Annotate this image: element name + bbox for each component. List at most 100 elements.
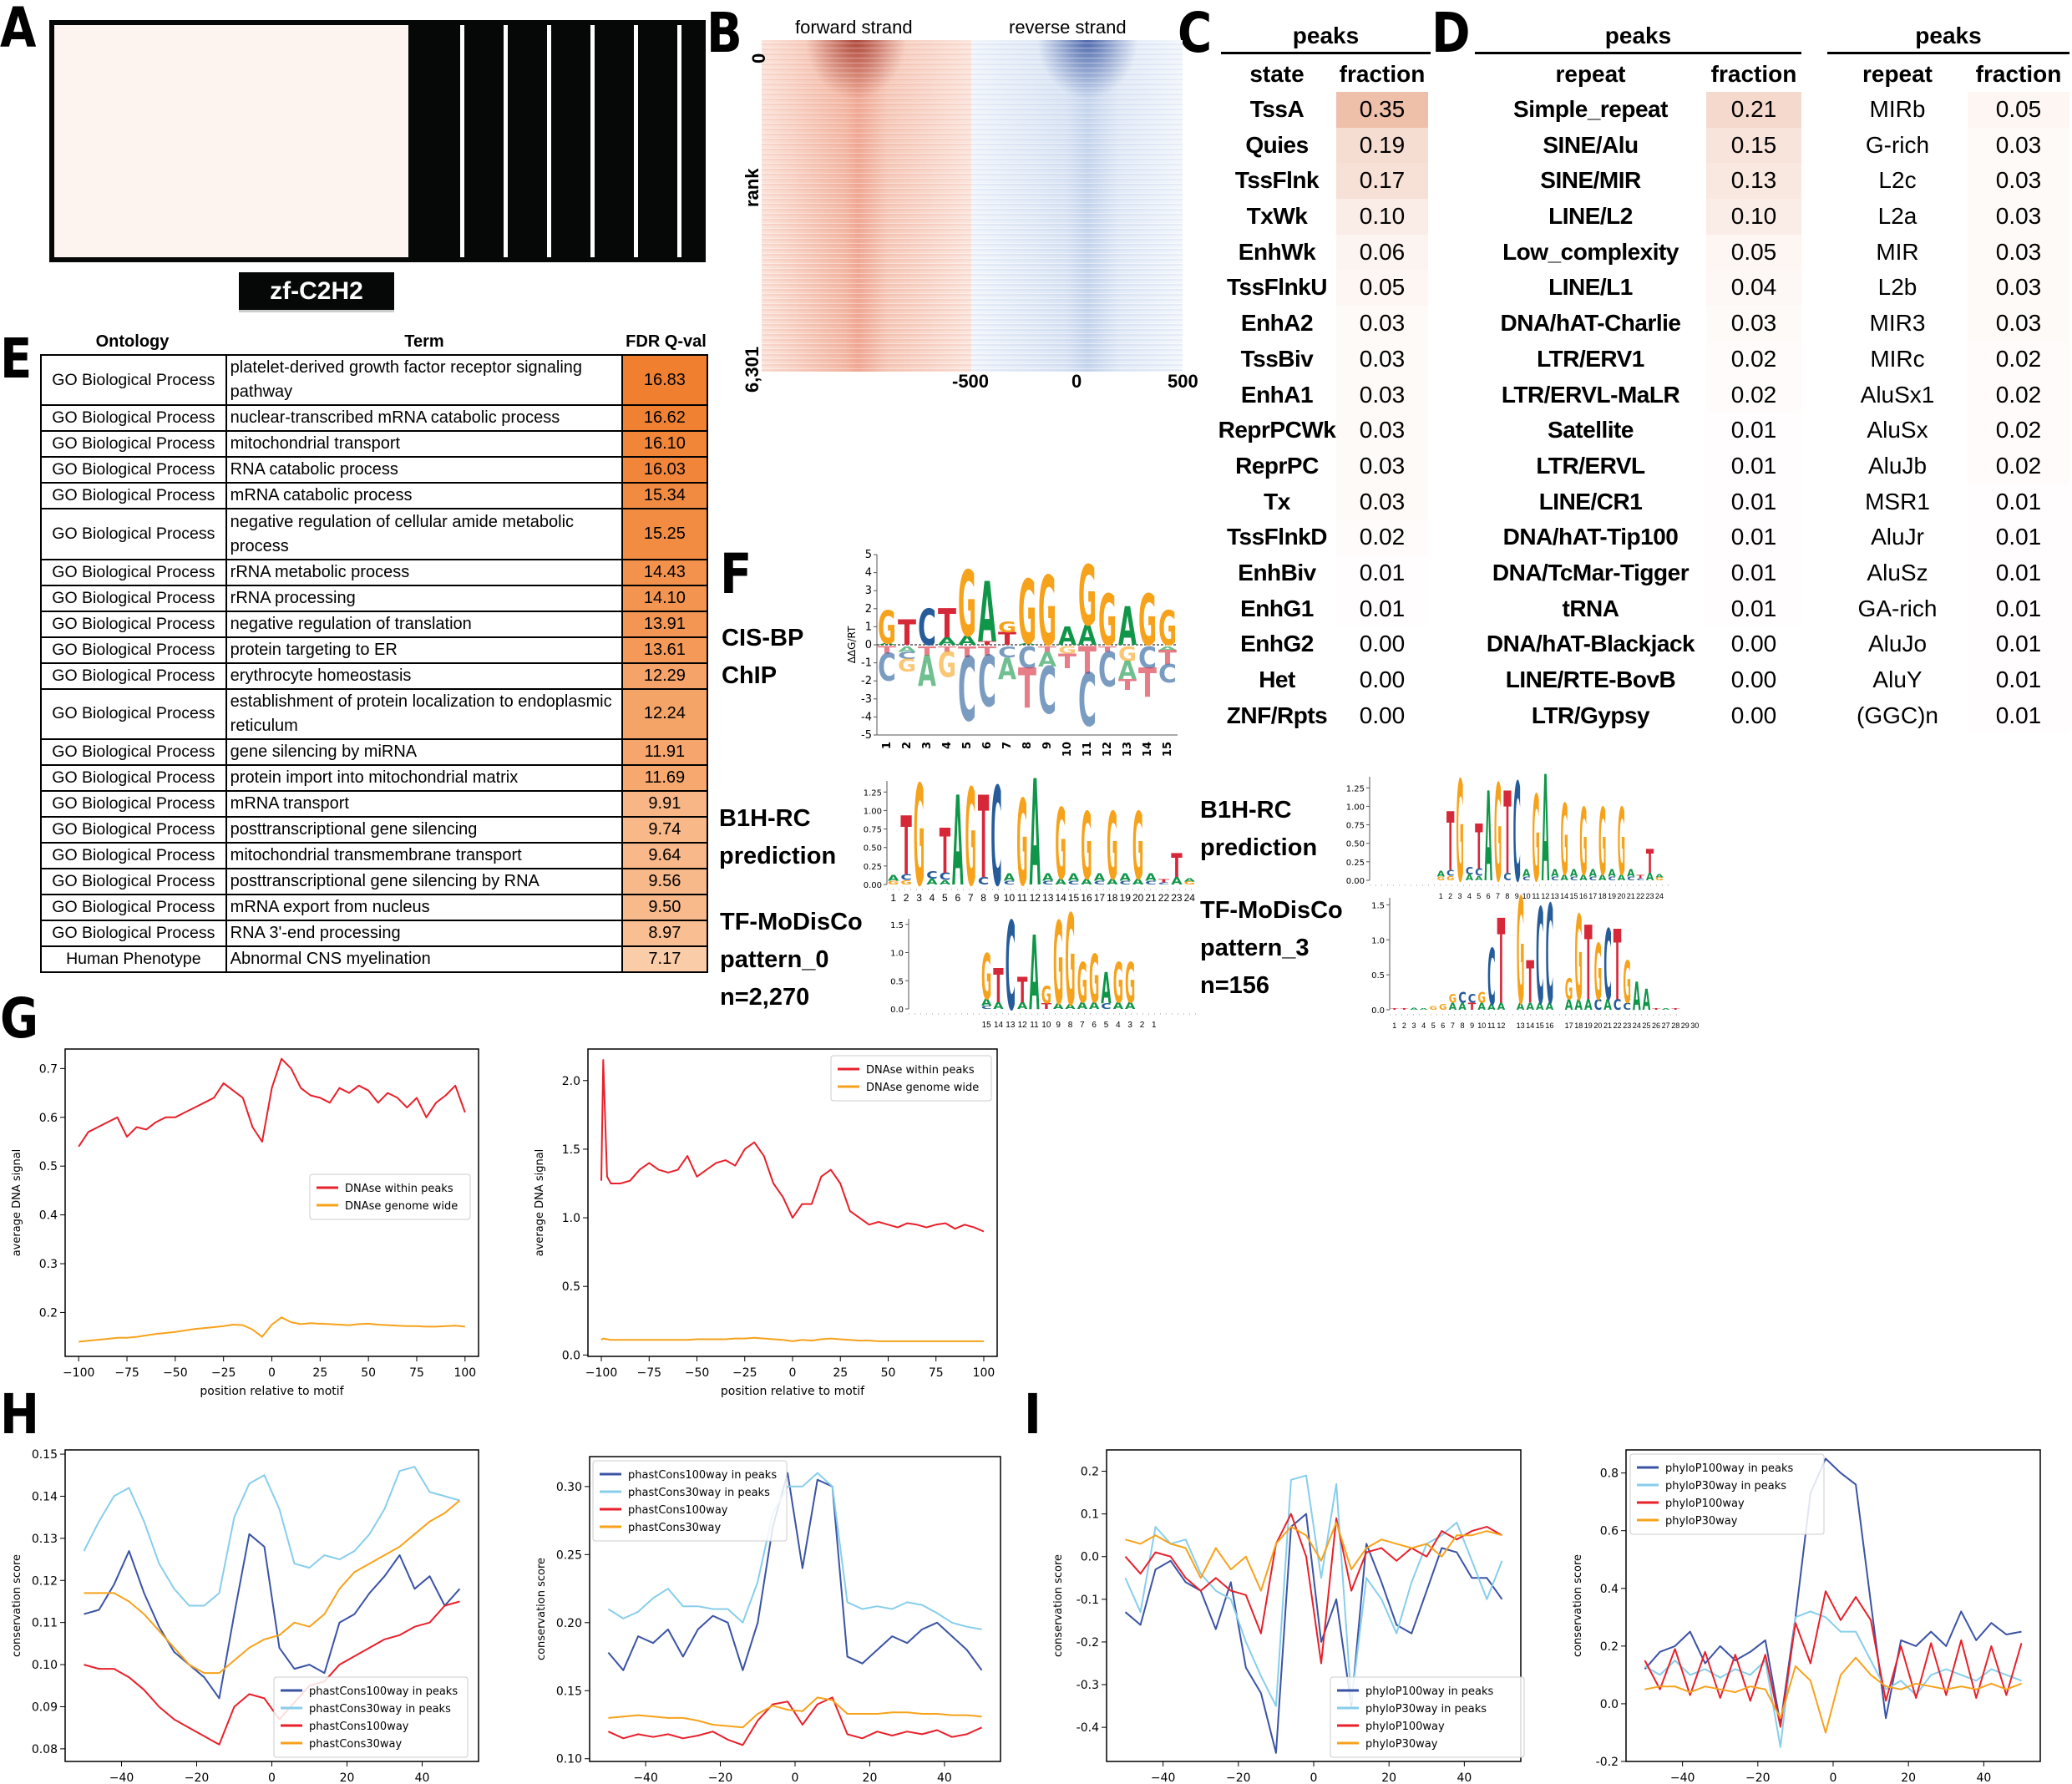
logo-letter: C	[1570, 875, 1578, 881]
logo-letter: T	[1446, 796, 1454, 889]
x-tick-label: 25	[1642, 1021, 1650, 1030]
x-tick-label: 9	[1470, 1021, 1474, 1030]
legend: phyloP100way in peaks phyloP30way in peak…	[1629, 1453, 1825, 1535]
x-tick-label: 1	[881, 742, 894, 749]
logo-letter: G	[878, 602, 896, 654]
row-label: AluJo	[1867, 631, 1928, 657]
fraction-cell: 0.02	[1706, 342, 1801, 378]
logo-letter: A	[1565, 996, 1573, 1014]
y-axis-label: conservation score	[1052, 1554, 1065, 1657]
logo-letter: A	[1579, 873, 1588, 883]
logo-letter: A	[1655, 874, 1663, 879]
y-tick-label: 0.00	[864, 881, 882, 890]
fraction-cell: 0.02	[1336, 519, 1428, 555]
x-axis-label: position relative to motif	[721, 1385, 865, 1398]
fraction-cell: 0.06	[1336, 234, 1428, 271]
fraction-cell: 0.01	[1995, 595, 2042, 621]
y-axis-label: conservation score	[11, 1554, 23, 1657]
logo-letter: G	[1138, 580, 1157, 662]
term-cell: posttranscriptional gene silencing by RN…	[225, 868, 623, 896]
logo-letter: A	[1584, 996, 1593, 1014]
logo-letter: C	[1120, 880, 1131, 886]
fdr-cell: 9.56	[621, 868, 709, 896]
logo-letter: C	[1546, 878, 1554, 1036]
table-row: AluJb 0.02	[1827, 449, 2069, 484]
x-tick-label: 9	[1041, 742, 1054, 749]
logo-letter: A	[952, 770, 963, 914]
logo-letter: T	[1614, 909, 1622, 1022]
logo-letter: A	[1458, 1001, 1467, 1012]
table-row: TssA 0.35	[1218, 92, 1428, 128]
logo-letter: C	[1094, 880, 1105, 886]
fraction-cell: 0.01	[1995, 666, 2042, 692]
x-tick-label: 40	[1976, 1771, 1991, 1784]
logo-letter: C	[978, 642, 996, 724]
fraction-cell: 0.17	[1336, 163, 1428, 200]
fdr-cell: 15.25	[621, 508, 709, 560]
logo-letter: C	[1503, 872, 1511, 884]
logo-letter: A	[1120, 871, 1132, 883]
table-row: tRNA 0.01	[1475, 591, 1801, 627]
logo-letter: A	[1081, 877, 1092, 886]
x-tick-label: 0	[268, 1366, 276, 1380]
table-row: MIR 0.03	[1827, 234, 2069, 271]
table-row: GO Biological Process establishment of pr…	[40, 687, 709, 741]
fraction-cell: 0.04	[1706, 270, 1801, 307]
fraction-cell: 0.03	[1968, 127, 2069, 164]
modisco0-label: TF-MoDisCo pattern_0 n=2,270	[720, 909, 863, 1011]
logo-letter: T	[1652, 1008, 1660, 1011]
table-row: AluSz 0.01	[1827, 555, 2069, 591]
logo-letter: T	[938, 601, 956, 647]
logo-letter: C	[1101, 1002, 1111, 1011]
x-tick-label: −25	[732, 1366, 757, 1380]
logo-letter: G	[1098, 580, 1117, 662]
logo-letter: C	[990, 760, 1001, 917]
row-label: ReprPCWk	[1218, 417, 1336, 443]
x-tick-label: 75	[409, 1366, 424, 1380]
y-tick-label: -3	[861, 693, 872, 706]
logo-letter: T	[1017, 970, 1027, 1011]
chromatin-state-table: state fraction TssA 0.35 Quies 0.19 TssFlnk 0.…	[1218, 57, 1428, 733]
logo-letter: G	[1598, 788, 1606, 896]
legend: DNAse within peaks DNAse genome wide	[830, 1055, 992, 1102]
y-tick-label: 0.30	[556, 1481, 582, 1494]
fdr-cell: 13.61	[621, 636, 709, 664]
table-row: Quies 0.19	[1218, 127, 1428, 164]
table-row: Tx 0.03	[1218, 484, 1428, 520]
legend-label: DNAse genome wide	[866, 1082, 979, 1094]
logo-letter: A	[1125, 1001, 1136, 1011]
row-label: Satellite	[1548, 417, 1634, 443]
col-header-state: state	[1249, 61, 1304, 87]
logo-letter: C	[1468, 993, 1477, 1006]
logo-letter: A	[1643, 984, 1651, 1018]
table-row: (GGC)n 0.01	[1827, 698, 2069, 734]
table-row: GO Biological Process nuclear-transcribed…	[40, 404, 709, 433]
logo-letter: A	[1113, 1001, 1124, 1011]
y-tick-label: 0.50	[864, 844, 882, 854]
series-line	[607, 1696, 983, 1746]
row-label: ZNF/Rpts	[1226, 702, 1328, 728]
x-tick-label: 24	[1184, 892, 1196, 904]
fraction-cell: 0.01	[1730, 488, 1777, 514]
logo-letter: G	[1016, 774, 1027, 912]
table-row: GO Biological Process RNA catabolic proce…	[40, 456, 709, 484]
row-label: Tx	[1264, 488, 1290, 514]
row-label: AluSx	[1867, 417, 1928, 443]
x-tick-label: −50	[685, 1366, 710, 1380]
table-row: EnhG2 0.00	[1218, 626, 1428, 662]
logo-letter: G	[1565, 973, 1573, 1007]
ontology-cell: GO Biological Process	[40, 920, 227, 948]
y-tick-label: 0.5	[39, 1160, 58, 1173]
x-axis-label: position relative to motif	[200, 1385, 344, 1398]
row-label: L2c	[1878, 167, 1917, 194]
logo-letter: T	[1637, 874, 1644, 879]
c-peaks-header: peaks	[1221, 23, 1431, 54]
logo-letter: A	[1646, 872, 1654, 884]
logo-letter: C	[1138, 641, 1157, 676]
logo-letter: A	[1633, 975, 1641, 1020]
ontology-cell: GO Biological Process	[40, 482, 227, 510]
row-label: Simple_repeat	[1513, 96, 1668, 122]
fraction-cell: 0.01	[1995, 702, 2042, 728]
x-tick-label: 5	[1104, 1021, 1109, 1030]
logo-letter: A	[1042, 871, 1054, 883]
